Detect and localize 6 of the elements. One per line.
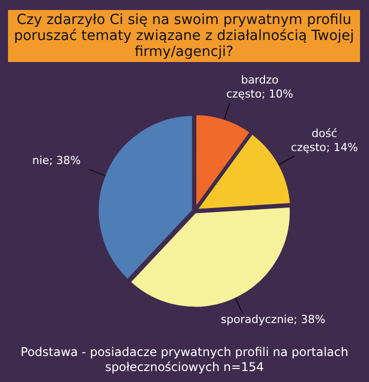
slice-label: bardzo często; 10%	[226, 73, 294, 100]
text: Podstawa - posiadacze prywatnych profili na portalach społecznościowych n=154	[20, 345, 350, 375]
slice-label: nie; 38%	[32, 154, 81, 167]
chart-title: Czy zdarzyło Ci się na swoim prywatnym profilu poruszać tematy związane z działalnością Twojej firmy/agencji?	[8, 10, 360, 62]
slice-label: dość często; 14%	[290, 126, 358, 154]
slice-label: sporadycznie; 38%	[220, 313, 326, 326]
